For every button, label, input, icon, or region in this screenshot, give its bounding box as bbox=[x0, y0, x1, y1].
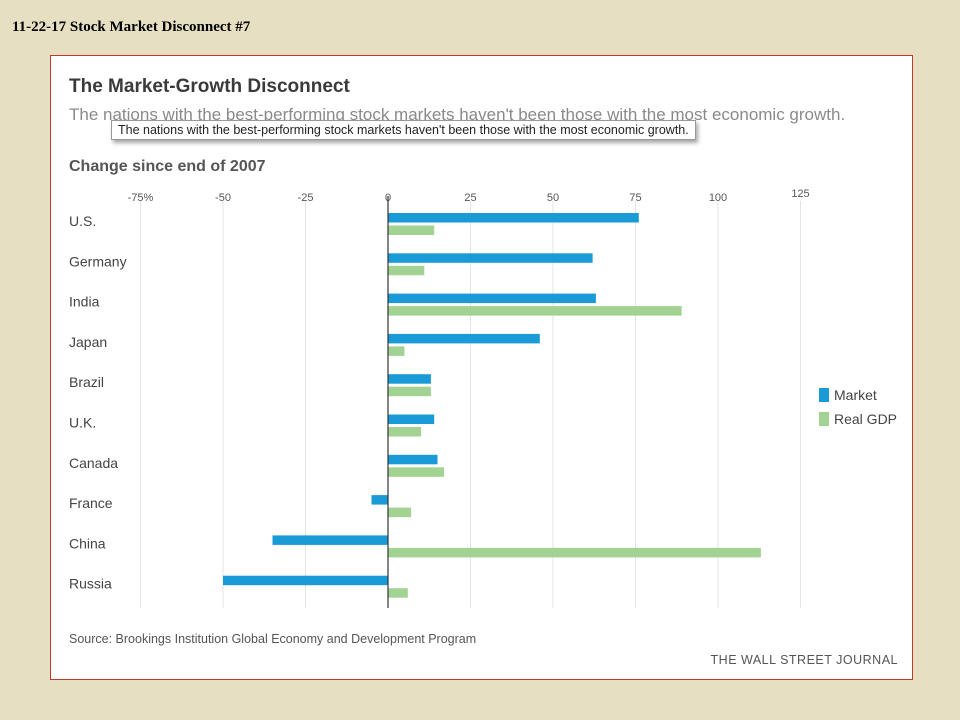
category-label: U.K. bbox=[69, 415, 96, 431]
category-label: China bbox=[69, 535, 106, 551]
market-bar bbox=[371, 495, 388, 505]
market-bar bbox=[388, 454, 438, 465]
legend-label-real-gdp: Real GDP bbox=[834, 411, 898, 427]
legend-item-real-gdp: Real GDP bbox=[819, 407, 897, 431]
legend-swatch-market bbox=[819, 388, 829, 402]
category-label: France bbox=[69, 495, 113, 511]
category-label: Russia bbox=[69, 576, 112, 592]
real-gdp-bar bbox=[388, 225, 435, 235]
legend-label-market: Market bbox=[834, 387, 877, 403]
real-gdp-bar bbox=[388, 346, 405, 356]
legend-item-market: Market bbox=[819, 383, 897, 407]
legend: Market Real GDP bbox=[819, 383, 897, 431]
market-bar bbox=[388, 213, 639, 223]
market-bar bbox=[388, 374, 431, 384]
chart-title: The Market-Growth Disconnect bbox=[69, 76, 350, 97]
real-gdp-bar bbox=[388, 588, 408, 598]
legend-swatch-real-gdp bbox=[819, 412, 829, 426]
chart-subhead: Change since end of 2007 bbox=[69, 158, 266, 175]
real-gdp-bar bbox=[388, 507, 412, 518]
category-label: Japan bbox=[69, 334, 107, 350]
category-label: Brazil bbox=[69, 374, 104, 390]
x-tick-label: -75% bbox=[128, 192, 154, 204]
market-bar bbox=[223, 575, 388, 586]
x-tick-label: 125 bbox=[791, 188, 809, 200]
x-tick-label: 25 bbox=[464, 192, 476, 204]
market-bar bbox=[388, 253, 593, 263]
real-gdp-bar bbox=[388, 427, 421, 437]
x-tick-label: 50 bbox=[547, 192, 559, 204]
subtitle-tooltip: The nations with the best-performing sto… bbox=[111, 120, 696, 140]
source-note: Source: Brookings Institution Global Eco… bbox=[69, 632, 477, 646]
publisher-credit: THE WALL STREET JOURNAL bbox=[710, 653, 898, 667]
category-label: Germany bbox=[69, 253, 127, 269]
chart-subtitle: The nations with the best-performing sto… bbox=[69, 105, 846, 124]
x-tick-label: -25 bbox=[298, 192, 314, 204]
market-bar bbox=[388, 293, 596, 304]
bar-chart: -75%-50-250255075100125U.S.GermanyIndiaJ… bbox=[69, 188, 810, 608]
real-gdp-bar bbox=[388, 467, 445, 477]
x-tick-label: 75 bbox=[629, 192, 641, 204]
x-tick-label: -50 bbox=[215, 192, 231, 204]
market-bar bbox=[388, 414, 435, 424]
market-bar bbox=[388, 333, 540, 344]
category-label: India bbox=[69, 294, 100, 310]
category-label: Canada bbox=[69, 455, 118, 471]
market-bar bbox=[272, 535, 388, 545]
real-gdp-bar bbox=[388, 265, 425, 276]
category-label: U.S. bbox=[69, 213, 96, 229]
x-tick-label: 100 bbox=[709, 192, 727, 204]
real-gdp-bar bbox=[388, 386, 431, 397]
slide-title: 11-22-17 Stock Market Disconnect #7 bbox=[12, 19, 251, 35]
chart-panel: The Market-Growth Disconnect The nations… bbox=[50, 55, 913, 680]
real-gdp-bar bbox=[388, 547, 761, 558]
real-gdp-bar bbox=[388, 306, 682, 316]
